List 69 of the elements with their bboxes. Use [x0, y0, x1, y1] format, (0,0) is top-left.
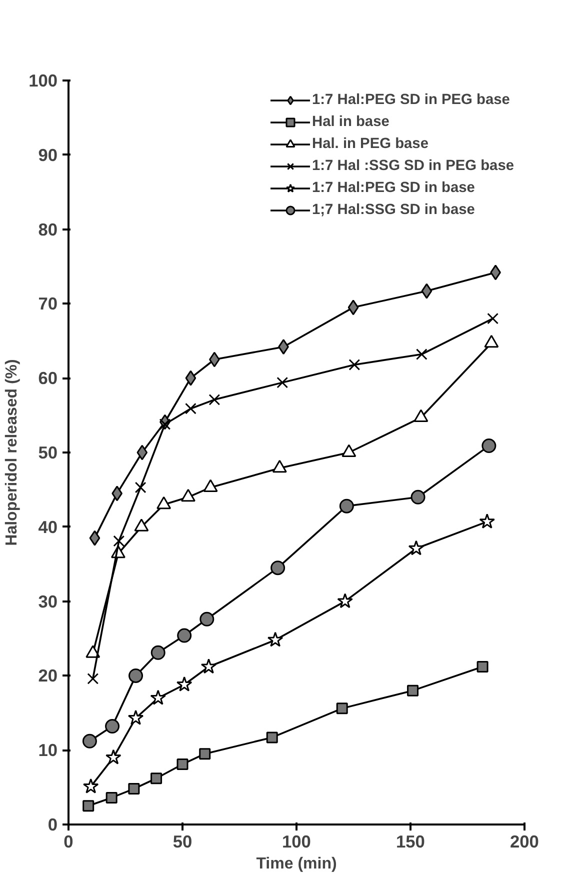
point: [270, 560, 286, 576]
x-tick-label: 50: [172, 832, 192, 852]
point: [407, 684, 419, 696]
point: [134, 482, 146, 494]
x-tick-label: 150: [396, 832, 425, 852]
point: [185, 370, 196, 386]
legend-label: Hal. in PEG base: [312, 136, 428, 152]
point: [176, 676, 192, 692]
x-tick-label: 100: [282, 832, 311, 852]
y-tick-label: 70: [38, 294, 58, 314]
legend-label: 1:7 Hal:PEG SD in PEG base: [312, 92, 510, 108]
y-axis-title: Haloperidol released (%): [4, 359, 21, 546]
legend-label: Hal in base: [312, 114, 390, 130]
y-tick-label: 80: [38, 219, 58, 240]
point: [89, 530, 100, 546]
point: [482, 438, 496, 454]
point: [150, 772, 162, 784]
y-tick-label: 40: [38, 516, 58, 537]
point: [200, 612, 214, 626]
point: [487, 312, 499, 324]
point: [339, 498, 354, 514]
point: [337, 593, 353, 608]
x-tick-label: 200: [510, 832, 539, 852]
point: [128, 710, 144, 725]
point: [476, 661, 488, 673]
point: [105, 719, 120, 734]
point: [159, 418, 171, 430]
point: [128, 783, 140, 795]
point: [106, 792, 118, 804]
point: [199, 748, 211, 760]
point: [348, 359, 360, 370]
x-tick-label: 0: [64, 832, 74, 852]
point: [136, 444, 148, 460]
point: [177, 628, 192, 643]
point: [87, 672, 99, 684]
y-tick-label: 50: [38, 442, 58, 462]
point: [348, 300, 359, 316]
point: [276, 376, 288, 388]
point: [479, 513, 495, 529]
point: [200, 658, 217, 674]
point: [208, 394, 220, 406]
point: [267, 632, 284, 647]
point: [416, 348, 428, 360]
legend-label: 1;7 Hal:SSG SD in base: [312, 202, 475, 218]
point: [421, 283, 432, 299]
point: [82, 778, 99, 794]
point: [266, 732, 278, 744]
x-axis-title: Time (min): [256, 856, 337, 872]
point: [150, 690, 166, 705]
y-tick-label: 100: [28, 70, 58, 90]
point: [185, 402, 196, 414]
point: [82, 734, 97, 748]
y-tick-label: 20: [38, 666, 58, 686]
legend-label: 1:7 Hal:PEG SD in base: [312, 180, 475, 196]
point: [82, 800, 94, 812]
y-tick-label: 90: [38, 144, 58, 165]
point: [176, 758, 188, 770]
point: [106, 749, 122, 764]
y-tick-label: 60: [38, 368, 58, 388]
point: [128, 668, 144, 683]
point: [408, 540, 424, 556]
point: [113, 535, 125, 547]
point: [410, 490, 426, 504]
legend-label: 1:7 Hal :SSG SD in PEG base: [312, 158, 514, 174]
y-tick-label: 30: [38, 591, 58, 612]
y-tick-label: 0: [48, 814, 58, 834]
point: [336, 702, 348, 714]
y-tick-label: 10: [38, 740, 58, 760]
point: [150, 645, 166, 660]
